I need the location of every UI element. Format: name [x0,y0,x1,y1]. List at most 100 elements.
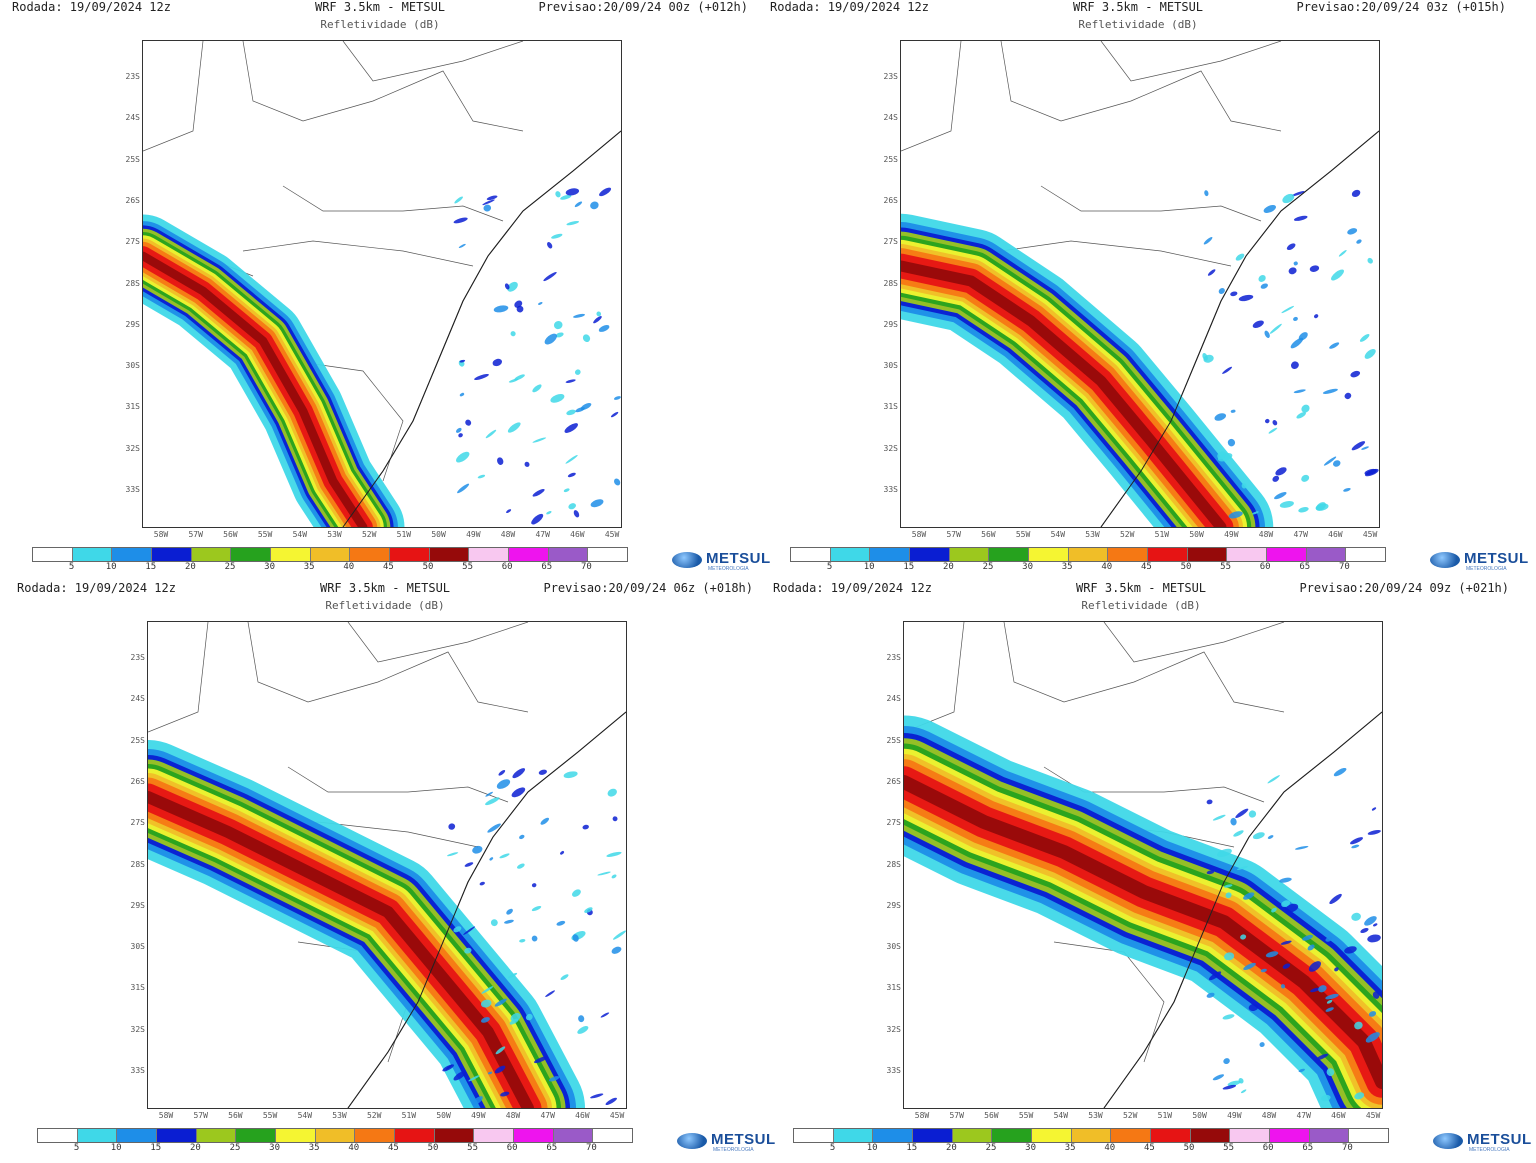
longitude-label: 52W [361,530,377,539]
variable-label: Refletividade (dB) [1081,599,1201,612]
colorbar-tick-label: 25 [229,1143,241,1153]
storm-band [901,213,1274,527]
colorbar-swatch [588,548,628,561]
colorbar-tick-label: 25 [985,1143,997,1153]
colorbar-tick-label: 45 [1140,562,1152,572]
colorbar-tick-label: 65 [541,562,553,572]
latitude-label: 28S [130,859,145,869]
colorbar-tick-label: 55 [467,1143,479,1153]
colorbar-tick-label: 30 [269,1143,281,1153]
colorbar-tick-label: 60 [1262,1143,1274,1153]
colorbar-tick-label: 65 [1299,562,1311,572]
colorbar-swatch [1151,1129,1191,1142]
logo-text: METSUL [1464,550,1529,567]
colorbar-tick-label: 20 [945,1143,957,1153]
longitude-label: 53W [332,1111,347,1120]
longitude-label: 55W [257,530,273,539]
latitude-label: 28S [886,859,901,869]
colorbar-swatch [830,548,871,561]
longitude-label: 51W [1157,1111,1173,1120]
longitude-label: 45W [1365,1111,1381,1120]
latitude-label: 28S [883,278,898,288]
colorbar-swatch [271,548,311,561]
latitude-label: 26S [130,776,145,786]
longitude-label: 48W [1258,530,1274,539]
colorbar-tick-label: 60 [501,562,513,572]
model-title: WRF 3.5km - METSUL [1072,0,1204,14]
colorbar-tick-label: 60 [1259,562,1271,572]
longitude-label: 55W [1018,1111,1034,1120]
map-canvas [148,622,626,1108]
coastline [342,130,621,527]
model-title: WRF 3.5km - METSUL [1075,581,1207,595]
colorbar-swatch [350,548,391,561]
longitude-label: 54W [292,530,308,539]
run-label: Rodada: 19/09/2024 12z [12,0,171,14]
colorbar-swatch [833,1129,874,1142]
latitude-label: 26S [886,776,901,786]
forecast-label: Previsao:20/09/24 09z (+021h) [1299,581,1509,595]
run-label: Rodada: 19/09/2024 12z [773,581,932,595]
colorbar-tick-label: 60 [506,1143,518,1153]
colorbar-swatch [72,548,113,561]
globe-icon [1433,1133,1463,1149]
colorbar-swatch [1148,548,1188,561]
longitude-label: 51W [401,1111,417,1120]
latitude-label: 30S [883,361,898,371]
colorbar-tick-label: 5 [826,562,833,572]
variable-label: Refletividade (dB) [325,599,445,612]
longitude-label: 57W [188,530,203,539]
longitude-label: 49W [1227,1111,1242,1120]
colorbar-swatch [157,1129,197,1142]
longitude-label: 45W [604,530,620,539]
run-label: Rodada: 19/09/2024 12z [17,581,176,595]
longitude-label: 52W [366,1111,382,1120]
longitude-label: 48W [500,530,516,539]
longitude-label: 48W [505,1111,521,1120]
storm-band [148,740,585,1108]
latitude-label: 31S [883,402,898,412]
colorbar-swatch [196,1129,237,1142]
run-label: Rodada: 19/09/2024 12z [770,0,929,14]
colorbar-tick-label: 40 [1101,562,1113,572]
map-canvas [904,622,1382,1108]
colorbar-swatch [1071,1129,1112,1142]
longitude-label: 52W [1119,530,1135,539]
forecast-panel: Rodada: 19/09/2024 12z WRF 3.5km - METSU… [758,0,1528,575]
latitude-label: 26S [125,195,140,205]
latitude-label: 33S [886,1066,901,1075]
colorbar-swatch [1270,1129,1310,1142]
latitude-label: 25S [125,154,140,164]
longitude-label: 57W [949,1111,964,1120]
colorbar-labels: 5 10 15 20 25 30 35 40 45 50 55 60 65 70 [793,1143,1387,1155]
longitude-label: 54W [1053,1111,1069,1120]
latitude-label: 30S [886,942,901,952]
colorbar-swatch [509,548,549,561]
longitude-label: 48W [1261,1111,1277,1120]
longitude-label: 50W [1189,530,1204,539]
colorbar-swatch [276,1129,316,1142]
colorbar-swatch [429,548,470,561]
metsul-logo: METSUL METEOROLOGIA [1426,548,1528,574]
colorbar-swatch [474,1129,515,1142]
colorbar-tick-label: 55 [462,562,474,572]
latitude-label: 29S [886,900,901,910]
colorbar-tick-label: 30 [1022,562,1034,572]
longitude-label: 55W [1015,530,1031,539]
colorbar-tick-label: 70 [1338,562,1350,572]
longitude-label: 45W [609,1111,625,1120]
longitude-label: 58W [911,530,927,539]
latitude-label: 24S [125,113,140,123]
colorbar-swatch [1309,1129,1350,1142]
longitude-label: 57W [946,530,961,539]
variable-label: Refletividade (dB) [320,18,440,31]
forecast-label: Previsao:20/09/24 03z (+015h) [1296,0,1506,14]
latitude-label: 33S [130,1066,145,1075]
colorbar-tick-label: 5 [68,562,75,572]
metsul-logo: METSUL METEOROLOGIA [1429,1129,1531,1155]
reflectivity-map [147,621,627,1109]
colorbar-tick-label: 20 [189,1143,201,1153]
model-title: WRF 3.5km - METSUL [314,0,446,14]
latitude-label: 29S [130,900,145,910]
model-title: WRF 3.5km - METSUL [319,581,451,595]
